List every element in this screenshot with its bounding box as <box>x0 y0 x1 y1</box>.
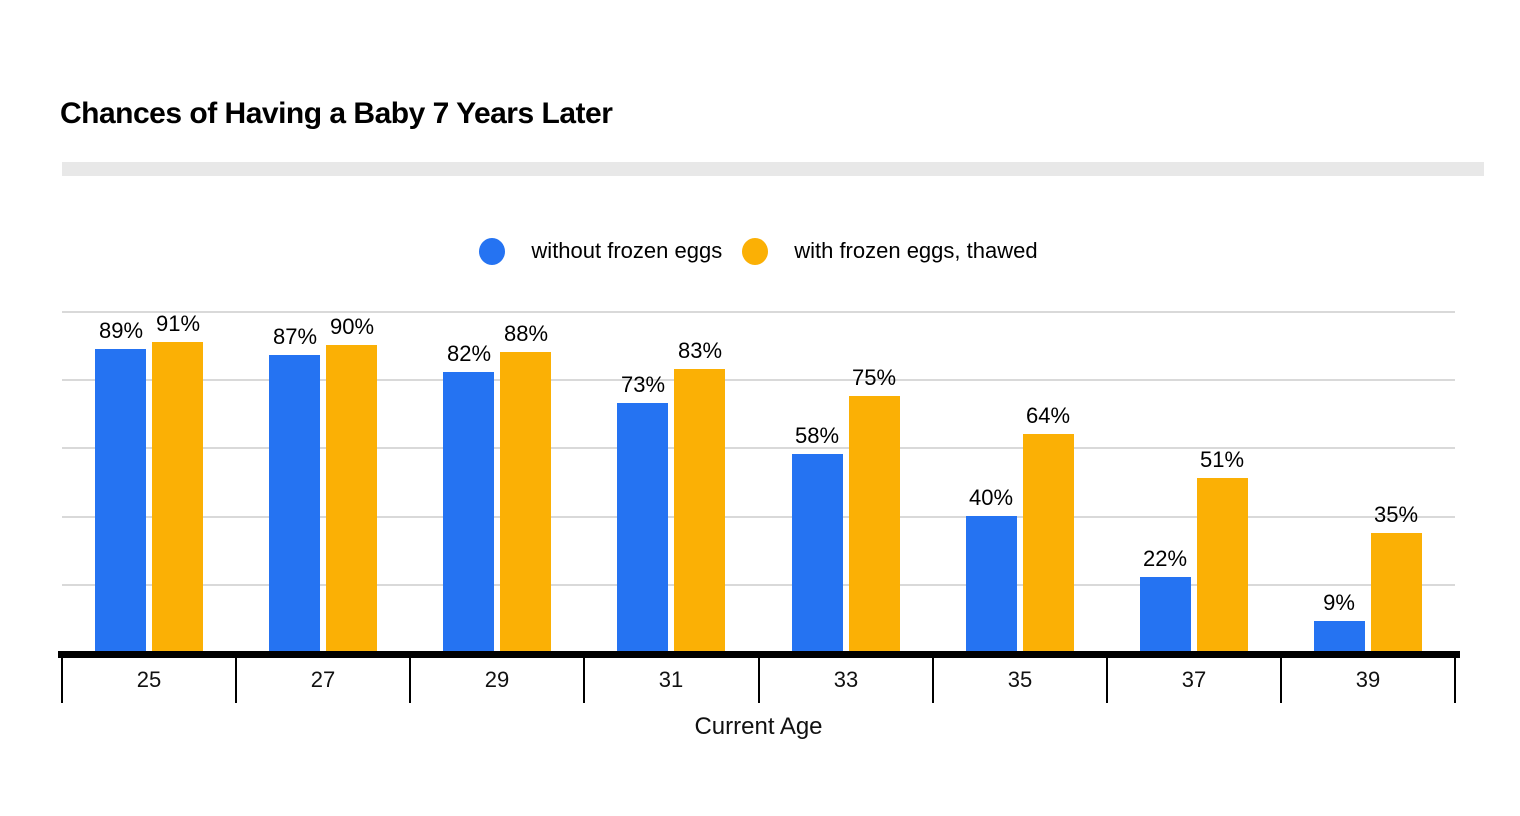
bar-value-label: 58% <box>794 423 840 448</box>
gridline-100 <box>62 311 1455 313</box>
bar-value-label: 35% <box>1373 502 1419 527</box>
bar-without-frozen-eggs-age-27 <box>269 355 320 652</box>
plot-area: 89% 91% 87% 90% 82% 88% 73% 83% 58% 75% 40% 64% 22% 5… <box>62 311 1455 652</box>
bar-with-frozen-eggs-age-25 <box>152 342 203 652</box>
x-axis-title: Current Age <box>694 713 823 740</box>
bar-value-label: 40% <box>968 485 1014 510</box>
bar-with-frozen-eggs-age-31 <box>674 369 725 652</box>
bar-value-label: 9% <box>1323 590 1355 615</box>
legend: without frozen eggs with frozen eggs, th… <box>62 234 1455 268</box>
bar-value-label: 51% <box>1199 447 1245 472</box>
x-axis-label-27: 27 <box>310 667 336 692</box>
bar-with-frozen-eggs-age-33 <box>849 396 900 652</box>
bar-value-label: 82% <box>446 341 492 366</box>
bar-without-frozen-eggs-age-29 <box>443 372 494 652</box>
gridline-20 <box>62 584 1455 586</box>
x-axis-label-35: 35 <box>1007 667 1033 692</box>
axis-tick <box>1454 658 1456 703</box>
legend-label: with frozen eggs, thawed <box>794 238 1038 263</box>
bar-with-frozen-eggs-age-39 <box>1371 533 1422 652</box>
bar-without-frozen-eggs-age-33 <box>792 454 843 652</box>
axis-tick <box>758 658 760 703</box>
bar-value-label: 22% <box>1142 546 1188 571</box>
x-axis-label-33: 33 <box>833 667 859 692</box>
axis-tick <box>235 658 237 703</box>
bar-value-label: 88% <box>503 321 549 346</box>
bar-without-frozen-eggs-age-25 <box>95 349 146 652</box>
title-divider <box>62 162 1484 176</box>
x-axis-label-29: 29 <box>484 667 510 692</box>
bar-with-frozen-eggs-age-29 <box>500 352 551 652</box>
bar-with-frozen-eggs-age-37 <box>1197 478 1248 652</box>
legend-marker-circle-blue <box>479 237 506 265</box>
bar-value-label: 90% <box>329 314 375 339</box>
x-axis: 25 27 29 31 33 35 37 39 <box>61 658 1456 704</box>
chart-title: Chances of Having a Baby 7 Years Later <box>60 97 613 130</box>
legend-item-without-frozen-eggs: without frozen eggs <box>479 237 722 265</box>
x-axis-label-39: 39 <box>1355 667 1381 692</box>
bar-value-label: 64% <box>1025 403 1071 428</box>
bar-value-label: 73% <box>620 372 666 397</box>
axis-tick <box>61 658 63 703</box>
axis-tick <box>583 658 585 703</box>
bar-value-label: 83% <box>677 338 723 363</box>
gridline-40 <box>62 516 1455 518</box>
bar-without-frozen-eggs-age-37 <box>1140 577 1191 652</box>
gridline-80 <box>62 379 1455 381</box>
x-axis-line <box>58 651 1460 658</box>
bar-with-frozen-eggs-age-35 <box>1023 434 1074 652</box>
legend-label: without frozen eggs <box>531 238 723 263</box>
bar-without-frozen-eggs-age-39 <box>1314 621 1365 652</box>
x-axis-label-31: 31 <box>658 667 684 692</box>
axis-tick <box>1280 658 1282 703</box>
gridline-60 <box>62 447 1455 449</box>
x-axis-label-25: 25 <box>136 667 162 692</box>
legend-item-with-frozen-eggs-thawed: with frozen eggs, thawed <box>742 237 1038 265</box>
axis-tick <box>1106 658 1108 703</box>
axis-tick <box>409 658 411 703</box>
bar-without-frozen-eggs-age-35 <box>966 516 1017 652</box>
bar-without-frozen-eggs-age-31 <box>617 403 668 652</box>
bar-value-label: 87% <box>272 324 318 349</box>
bar-with-frozen-eggs-age-27 <box>326 345 377 652</box>
legend-marker-circle-amber <box>742 237 769 265</box>
x-axis-label-37: 37 <box>1181 667 1207 692</box>
bar-value-label: 75% <box>851 365 897 390</box>
axis-tick <box>932 658 934 703</box>
bar-value-label: 91% <box>155 311 201 336</box>
bar-value-label: 89% <box>98 318 144 343</box>
